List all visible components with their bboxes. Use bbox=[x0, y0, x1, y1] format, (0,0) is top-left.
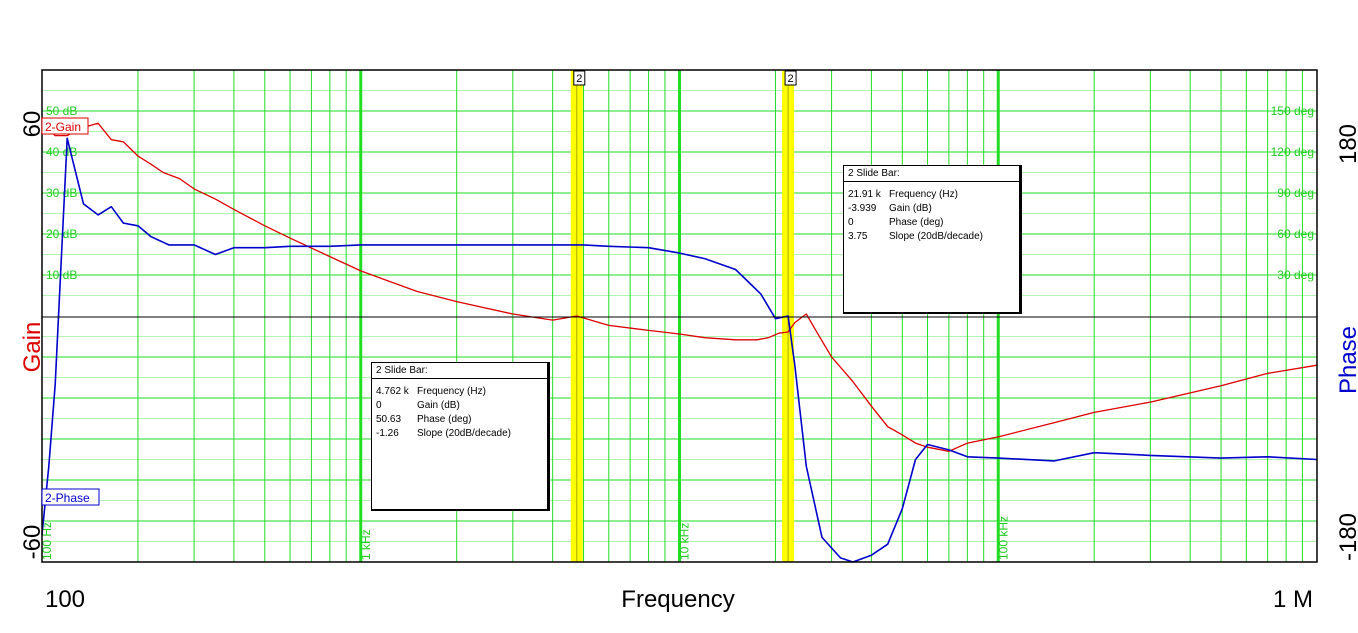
readout-value: 0 bbox=[848, 217, 854, 228]
x-axis-end-tick: 1 M bbox=[1273, 586, 1313, 613]
slide-bar-readout-right[interactable]: 2 Slide Bar: 21.91 k Frequency (Hz) -3.93… bbox=[843, 165, 1022, 314]
readout-row: 4.762 k Frequency (Hz) bbox=[372, 385, 547, 399]
frequency-grid-label: 10 kHz bbox=[678, 523, 692, 560]
slide-bar-tag bbox=[573, 70, 586, 86]
x-axis-start-tick: 100 bbox=[45, 586, 85, 613]
readout-row: -3.939 Gain (dB) bbox=[844, 202, 1019, 216]
phase-grid-label: 150 deg bbox=[1271, 104, 1314, 118]
frequency-grid-label: 100 Hz bbox=[40, 522, 54, 560]
readout-label: Slope (20dB/decade) bbox=[417, 428, 511, 439]
gain-legend-label: 2-Gain bbox=[45, 120, 81, 134]
gain-grid-label: 20 dB bbox=[46, 227, 77, 241]
readout-value: 21.91 k bbox=[848, 189, 881, 200]
phase-legend[interactable]: 2-Phase bbox=[41, 488, 100, 506]
readout-value: -1.26 bbox=[376, 428, 399, 439]
slide-bar-tag-label: 2 bbox=[788, 73, 794, 85]
readout-value: 3.75 bbox=[848, 231, 868, 242]
grid-labels: 50 dB 40 dB 30 dB 20 dB 10 dB 150 deg 120 deg 9… bbox=[40, 104, 1314, 560]
x-axis-title: Frequency bbox=[621, 586, 734, 613]
frequency-grid-label: 1 kHz bbox=[359, 529, 373, 560]
gain-grid-label: 50 dB bbox=[46, 104, 77, 118]
readout-label: Gain (dB) bbox=[889, 203, 932, 214]
slide-bar-tag bbox=[784, 70, 797, 86]
phase-trace bbox=[41, 137, 1318, 563]
readout-row: 3.75 Slope (20dB/decade) bbox=[844, 230, 1019, 244]
readout-label: Phase (deg) bbox=[417, 414, 472, 425]
right-axis-title: Phase bbox=[1335, 326, 1358, 394]
gain-grid-label: 40 dB bbox=[46, 145, 77, 159]
gain-grid-label: 10 dB bbox=[46, 268, 77, 282]
readout-row: -1.26 Slope (20dB/decade) bbox=[372, 427, 547, 441]
gain-trace bbox=[41, 122, 1318, 452]
phase-grid-label: 90 deg bbox=[1277, 186, 1314, 200]
readout-title: 2 Slide Bar: bbox=[372, 363, 547, 379]
readout-title: 2 Slide Bar: bbox=[844, 166, 1019, 182]
readout-label: Gain (dB) bbox=[417, 400, 460, 411]
left-axis-bottom-tick: -60 bbox=[19, 525, 46, 560]
readout-label: Phase (deg) bbox=[889, 217, 944, 228]
readout-label: Slope (20dB/decade) bbox=[889, 231, 983, 242]
frequency-grid-label: 100 kHz bbox=[996, 516, 1010, 560]
phase-grid-label: 60 deg bbox=[1277, 227, 1314, 241]
grid bbox=[42, 70, 1317, 562]
readout-value: 50.63 bbox=[376, 414, 402, 425]
readout-value: 4.762 k bbox=[376, 386, 409, 397]
left-axis-title: Gain bbox=[19, 322, 46, 373]
readout-value: 0 bbox=[376, 400, 382, 411]
readout-row: 21.91 k Frequency (Hz) bbox=[844, 188, 1019, 202]
plot-frame bbox=[41, 69, 1318, 563]
gain-legend[interactable]: 2-Gain bbox=[41, 117, 89, 135]
series bbox=[41, 122, 1318, 563]
slide-bar-tag-label: 2 bbox=[576, 73, 582, 85]
readout-label: Frequency (Hz) bbox=[889, 189, 958, 200]
phase-grid-label: 120 deg bbox=[1271, 145, 1314, 159]
readout-value: -3.939 bbox=[848, 203, 877, 214]
phase-grid-label: 30 deg bbox=[1277, 268, 1314, 282]
gain-grid-label: 30 dB bbox=[46, 186, 77, 200]
slide-bar-readout-left[interactable]: 2 Slide Bar: 4.762 k Frequency (Hz) 0 Gain… bbox=[371, 362, 550, 511]
readout-label: Frequency (Hz) bbox=[417, 386, 486, 397]
readout-row: 0 Phase (deg) bbox=[844, 216, 1019, 230]
right-axis-top-tick: 180 bbox=[1335, 124, 1358, 164]
right-axis-bottom-tick: -180 bbox=[1335, 513, 1358, 561]
readout-row: 50.63 Phase (deg) bbox=[372, 413, 547, 427]
readout-row: 0 Gain (dB) bbox=[372, 399, 547, 413]
phase-legend-label: 2-Phase bbox=[45, 491, 90, 505]
